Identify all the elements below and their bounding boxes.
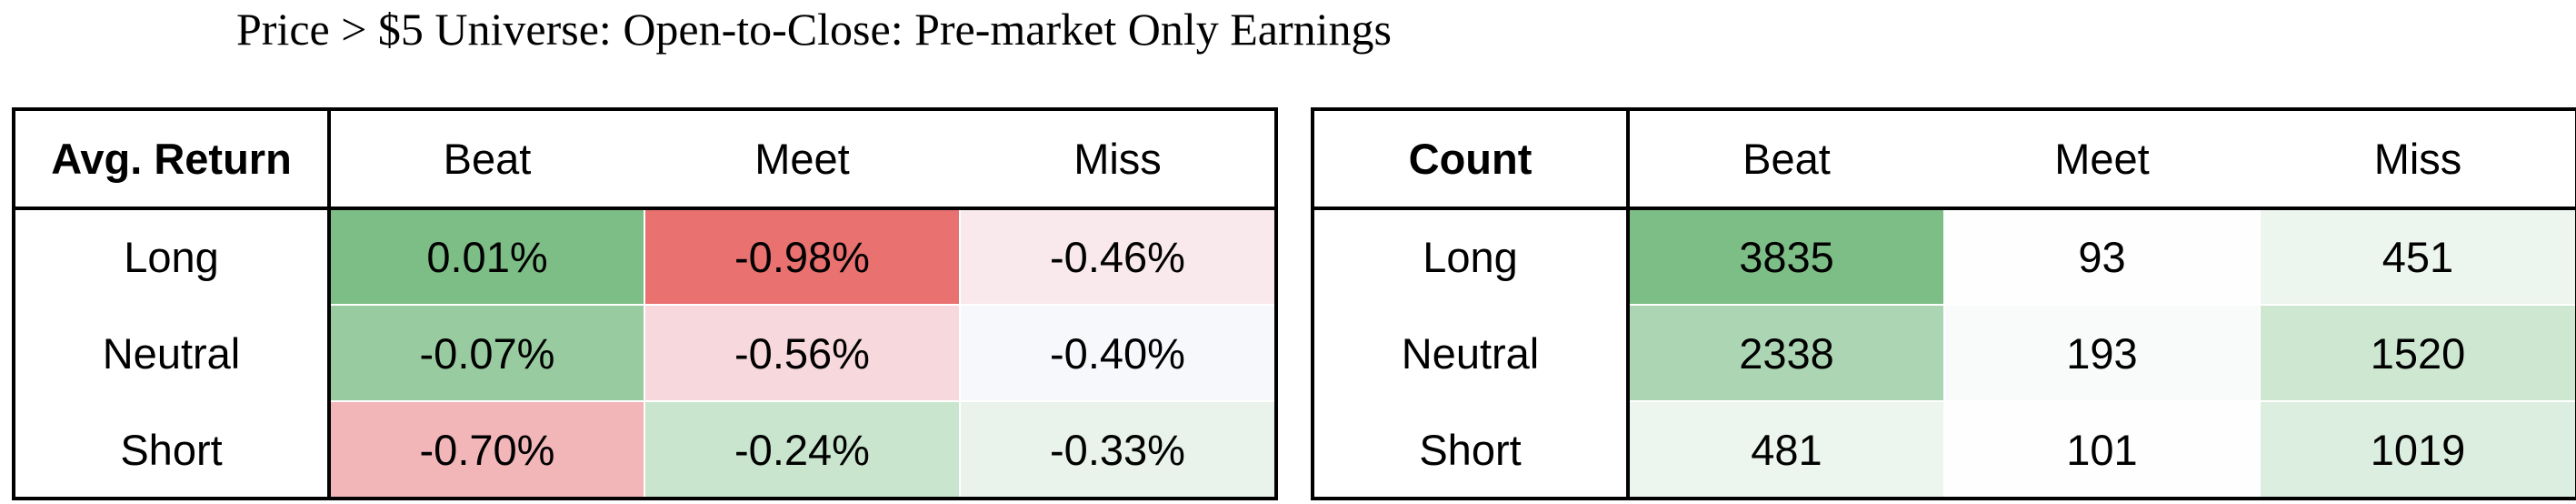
table-cell: -0.07% xyxy=(328,304,645,402)
row-header-short: Short xyxy=(14,400,331,499)
table-cell: -0.24% xyxy=(644,400,961,499)
table-cell: -0.98% xyxy=(644,207,961,306)
count-table: Count Beat Meet Miss Long 3835 93 451 Ne… xyxy=(1311,107,2576,500)
table-cell: -0.56% xyxy=(644,304,961,402)
table-header-row: Avg. Return Beat Meet Miss xyxy=(14,109,1276,210)
row-header-long: Long xyxy=(14,207,331,306)
table-cell: -0.33% xyxy=(959,400,1276,499)
table-corner-header: Count xyxy=(1313,109,1630,210)
row-header-long: Long xyxy=(1313,207,1630,306)
table-corner-header: Avg. Return xyxy=(14,109,331,210)
table-cell: 1520 xyxy=(2259,304,2576,402)
avg-return-table: Avg. Return Beat Meet Miss Long 0.01% -0… xyxy=(12,107,1278,500)
table-row: Neutral -0.07% -0.56% -0.40% xyxy=(14,304,1276,402)
table-cell: -0.46% xyxy=(959,207,1276,306)
column-header-beat: Beat xyxy=(328,109,645,210)
table-cell: 101 xyxy=(1943,400,2261,499)
table-cell: 0.01% xyxy=(328,207,645,306)
table-header-row: Count Beat Meet Miss xyxy=(1313,109,2576,210)
column-header-miss: Miss xyxy=(959,109,1276,210)
table-cell: 193 xyxy=(1943,304,2261,402)
row-header-neutral: Neutral xyxy=(14,304,331,402)
table-row: Short 481 101 1019 xyxy=(1313,400,2576,499)
table-cell: -0.70% xyxy=(328,400,645,499)
page-title: Price > $5 Universe: Open-to-Close: Pre-… xyxy=(236,4,1392,55)
table-cell: 93 xyxy=(1943,207,2261,306)
column-header-beat: Beat xyxy=(1627,109,1945,210)
table-cell: 451 xyxy=(2259,207,2576,306)
table-row: Neutral 2338 193 1520 xyxy=(1313,304,2576,402)
column-header-miss: Miss xyxy=(2259,109,2576,210)
table-cell: 481 xyxy=(1627,400,1945,499)
table-row: Long 3835 93 451 xyxy=(1313,207,2576,306)
table-cell: -0.40% xyxy=(959,304,1276,402)
row-header-short: Short xyxy=(1313,400,1630,499)
row-header-neutral: Neutral xyxy=(1313,304,1630,402)
table-cell: 1019 xyxy=(2259,400,2576,499)
table-row: Long 0.01% -0.98% -0.46% xyxy=(14,207,1276,306)
column-header-meet: Meet xyxy=(644,109,961,210)
column-header-meet: Meet xyxy=(1943,109,2261,210)
table-cell: 3835 xyxy=(1627,207,1945,306)
table-row: Short -0.70% -0.24% -0.33% xyxy=(14,400,1276,499)
table-cell: 2338 xyxy=(1627,304,1945,402)
